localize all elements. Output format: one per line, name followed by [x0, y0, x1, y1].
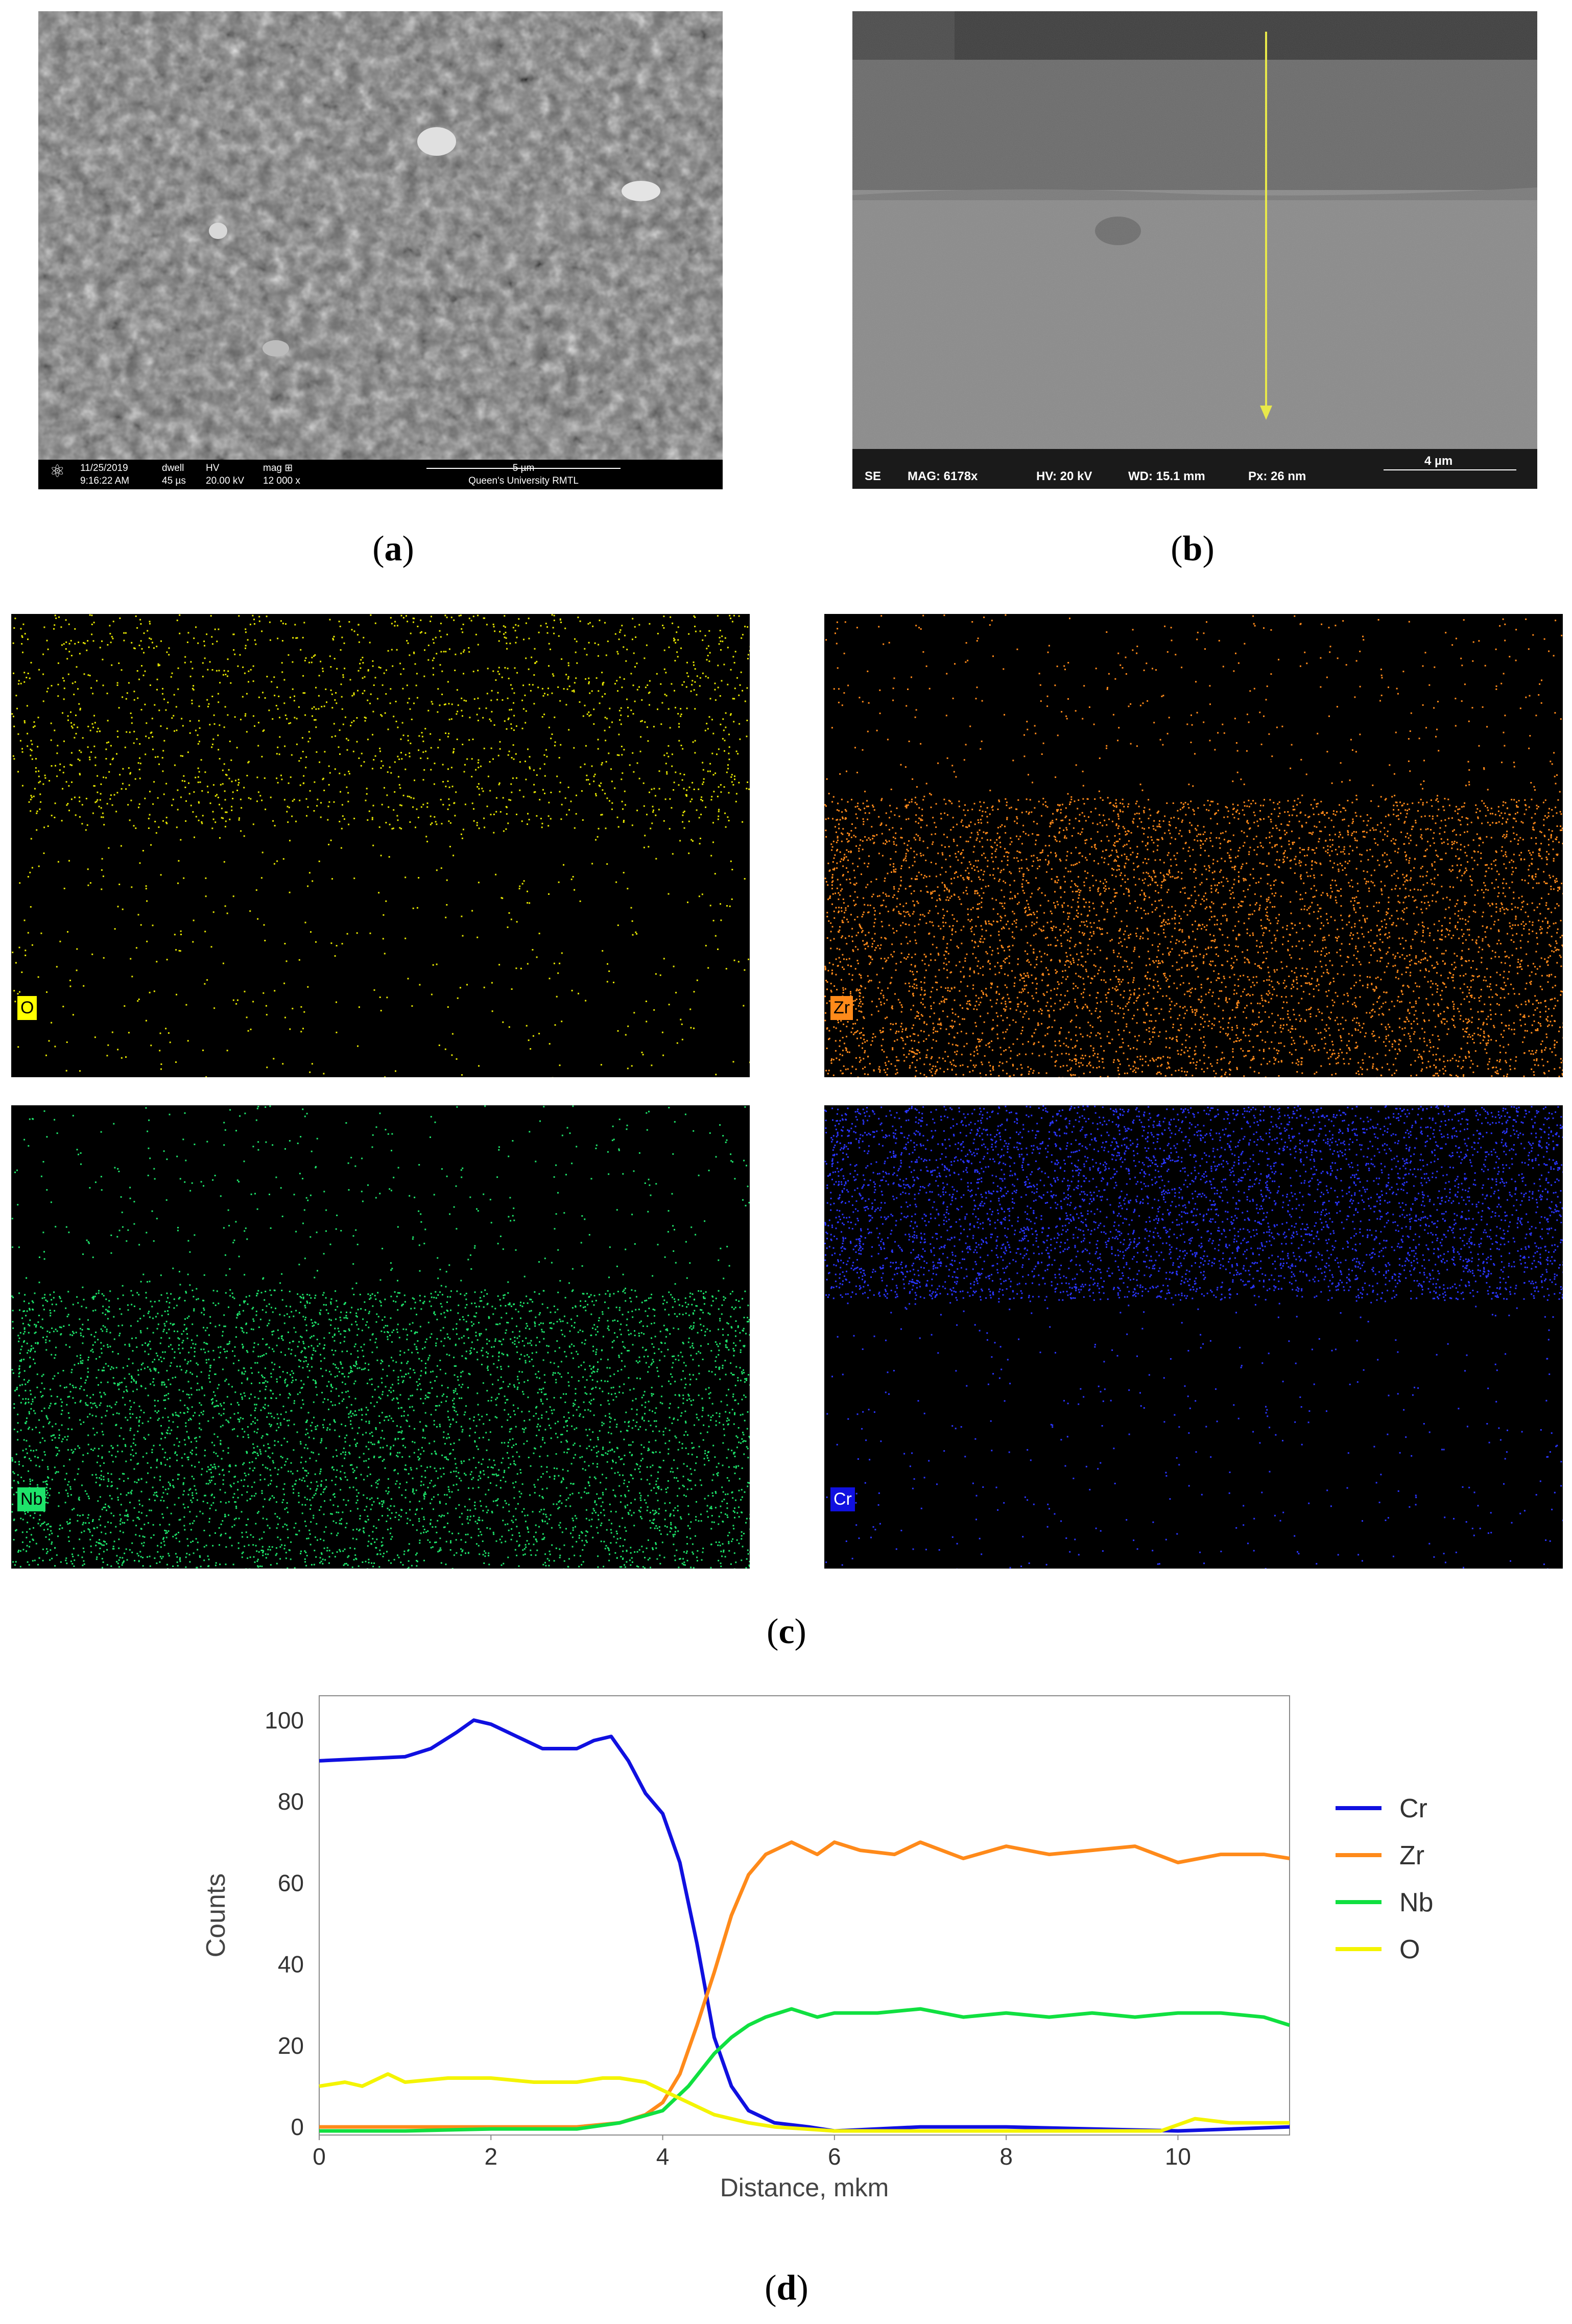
institution: Queen's University RMTL [468, 476, 579, 486]
sem-b-info-bar: SE MAG: 6178x HV: 20 kV WD: 15.1 mm Px: … [852, 449, 1537, 489]
y-tick-label: 80 [278, 1788, 304, 1815]
element-signal-dots [11, 614, 751, 1079]
mag-value: MAG: 6178x [908, 469, 978, 483]
plot-frame [319, 1695, 1290, 2136]
y-tick-label: 40 [278, 1951, 304, 1978]
wd-value: WD: 15.1 mm [1128, 469, 1205, 483]
hv-value: HV: 20 kV [1036, 469, 1092, 483]
series-line-o [319, 2072, 1290, 2133]
map-label-cr: Cr [830, 1487, 855, 1511]
cr-dots [824, 1105, 1564, 1570]
eds-map-cr: Cr [824, 1105, 1564, 1570]
px-value: Px: 26 nm [1248, 469, 1306, 483]
mag-label: mag ⊞ [263, 463, 293, 473]
zr-dots [824, 614, 1564, 1079]
legend-label-zr: Zr [1399, 1841, 1424, 1870]
legend-label-nb: Nb [1399, 1888, 1433, 1917]
caption-d: (d) [765, 2268, 808, 2308]
dwell-value: 45 µs [162, 476, 186, 486]
atom-logo-icon: ⚛ [50, 462, 65, 481]
x-tick-label: 2 [484, 2143, 497, 2170]
time: 9:16:22 AM [80, 476, 130, 486]
scale-label: 4 µm [1424, 454, 1453, 468]
mode: SE [865, 469, 882, 483]
scale-bar [426, 468, 621, 469]
legend-label-o: O [1399, 1935, 1420, 1964]
sem-a-info-bar: ⚛ 11/25/2019 9:16:22 AM dwell 45 µs HV 2… [38, 460, 723, 489]
scale-bar [1384, 469, 1516, 470]
bright-particle [209, 223, 227, 239]
series-line-nb [319, 2007, 1291, 2133]
eds-map-o: O [11, 614, 751, 1079]
y-tick-label: 100 [265, 1707, 304, 1734]
legend-label-cr: Cr [1399, 1794, 1427, 1823]
series-line-zr [319, 1840, 1290, 2129]
y-tick-label: 20 [278, 2032, 304, 2059]
y-axis-label: Counts [201, 1874, 231, 1958]
mag-value: 12 000 x [263, 476, 300, 486]
hv-value: 20.00 kV [206, 476, 244, 486]
eds-map-nb: Nb [11, 1105, 751, 1570]
y-tick-label: 0 [291, 2114, 304, 2140]
sem-image-b: SE MAG: 6178x HV: 20 kV WD: 15.1 mm Px: … [852, 11, 1537, 489]
x-tick-label: 0 [313, 2143, 326, 2170]
x-tick-label: 6 [828, 2143, 841, 2170]
element-signal-dots [824, 1105, 1564, 1570]
eds-map-zr: Zr [824, 614, 1564, 1079]
x-tick-label: 8 [999, 2143, 1013, 2170]
o-dots [11, 614, 751, 1079]
caption-c: (c) [767, 1612, 806, 1651]
map-label-o: O [17, 996, 37, 1020]
map-label-zr: Zr [830, 996, 853, 1020]
sem-image-a: ⚛ 11/25/2019 9:16:22 AM dwell 45 µs HV 2… [38, 11, 723, 489]
hv-label: HV [206, 463, 220, 473]
element-signal-dots [11, 1105, 751, 1570]
caption-b: (b) [1171, 529, 1214, 568]
x-tick-label: 4 [656, 2143, 670, 2170]
bright-particle [622, 181, 660, 201]
bright-particle [417, 127, 456, 156]
x-axis-label: Distance, mkm [720, 2173, 889, 2202]
element-signal-dots [824, 614, 1564, 1079]
date: 11/25/2019 [80, 463, 128, 473]
y-tick-label: 60 [278, 1869, 304, 1896]
x-tick-label: 10 [1165, 2143, 1191, 2170]
caption-a: (a) [372, 529, 414, 568]
nb-dots [11, 1105, 751, 1570]
sem-b-texture [852, 11, 1537, 449]
map-label-nb: Nb [17, 1487, 46, 1511]
sem-a-texture [38, 11, 723, 460]
bright-particle [263, 340, 289, 357]
series-line-cr [319, 1718, 1290, 2133]
arrow-head-icon [1260, 406, 1272, 420]
dwell-label: dwell [162, 463, 184, 473]
